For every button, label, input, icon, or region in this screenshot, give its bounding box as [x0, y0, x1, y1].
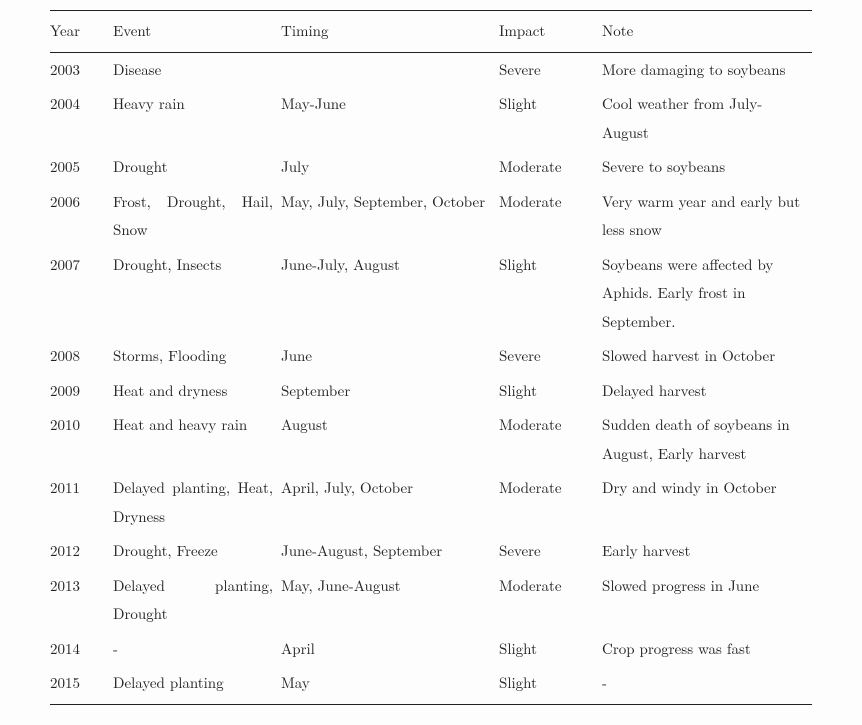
cell-impact: Severe [499, 339, 602, 374]
cell-event: Storms, Flooding [113, 339, 281, 374]
cell-timing: June-August, September [281, 534, 499, 569]
cell-timing: June [281, 339, 499, 374]
cell-note: Crop progress was fast [602, 632, 812, 667]
cell-note: - [602, 666, 812, 704]
cell-note: Dry and windy in October [602, 471, 812, 534]
table-row: 2008Storms, FloodingJuneSevereSlowed har… [50, 339, 812, 374]
table-row: 2007Drought, InsectsJune-July, AugustSli… [50, 248, 812, 340]
cell-timing: April [281, 632, 499, 667]
table-row: 2013Delayed planting, DroughtMay, June-A… [50, 569, 812, 632]
table-row: 2011Delayed planting, Heat, DrynessApril… [50, 471, 812, 534]
cell-timing: August [281, 408, 499, 471]
cell-event: Frost, Drought, Hail, Snow [113, 185, 281, 248]
table-row: 2010Heat and heavy rainAugustModerateSud… [50, 408, 812, 471]
cell-year: 2012 [50, 534, 113, 569]
cell-event: Drought, Insects [113, 248, 281, 340]
cell-impact: Slight [499, 248, 602, 340]
header-row: Year Event Timing Impact Note [50, 11, 812, 53]
cell-impact: Moderate [499, 569, 602, 632]
table-row: 2015Delayed plantingMaySlight- [50, 666, 812, 704]
cell-impact: Slight [499, 632, 602, 667]
table-row: 2012Drought, FreezeJune-August, Septembe… [50, 534, 812, 569]
cell-note: More damaging to soybeans [602, 52, 812, 87]
table-row: 2009Heat and drynessSeptemberSlightDelay… [50, 374, 812, 409]
cell-year: 2006 [50, 185, 113, 248]
cell-note: Cool weather from July-August [602, 87, 812, 150]
cell-timing: June-July, August [281, 248, 499, 340]
cell-note: Soybeans were affected by Aphids. Early … [602, 248, 812, 340]
cell-impact: Severe [499, 534, 602, 569]
table-row: 2014-AprilSlightCrop progress was fast [50, 632, 812, 667]
cell-year: 2005 [50, 150, 113, 185]
cell-event: - [113, 632, 281, 667]
cell-impact: Moderate [499, 471, 602, 534]
table-row: 2004Heavy rainMay-JuneSlightCool weather… [50, 87, 812, 150]
cell-event: Heat and heavy rain [113, 408, 281, 471]
cell-note: Slowed harvest in October [602, 339, 812, 374]
cell-year: 2007 [50, 248, 113, 340]
cell-note: Slowed progress in June [602, 569, 812, 632]
cell-note: Sudden death of soybeans in August, Earl… [602, 408, 812, 471]
header-timing: Timing [281, 11, 499, 53]
cell-event: Heavy rain [113, 87, 281, 150]
cell-year: 2004 [50, 87, 113, 150]
table-row: 2003Disease SevereMore damaging to soybea… [50, 52, 812, 87]
header-event: Event [113, 11, 281, 53]
cell-event: Drought, Freeze [113, 534, 281, 569]
cell-timing: May, June-August [281, 569, 499, 632]
cell-year: 2015 [50, 666, 113, 704]
cell-event: Delayed planting [113, 666, 281, 704]
cell-year: 2014 [50, 632, 113, 667]
table-header: Year Event Timing Impact Note [50, 11, 812, 53]
cell-timing [281, 52, 499, 87]
cell-year: 2013 [50, 569, 113, 632]
cell-year: 2008 [50, 339, 113, 374]
cell-year: 2003 [50, 52, 113, 87]
cell-timing: May-June [281, 87, 499, 150]
cell-event: Disease [113, 52, 281, 87]
page-container: Year Event Timing Impact Note 2003Diseas… [0, 0, 862, 725]
table-row: 2005DroughtJulyModerateSevere to soybean… [50, 150, 812, 185]
header-impact: Impact [499, 11, 602, 53]
cell-year: 2011 [50, 471, 113, 534]
cell-event: Drought [113, 150, 281, 185]
cell-impact: Slight [499, 374, 602, 409]
cell-note: Early harvest [602, 534, 812, 569]
cell-impact: Moderate [499, 185, 602, 248]
cell-timing: July [281, 150, 499, 185]
cell-timing: May, July, September, October [281, 185, 499, 248]
cell-timing: September [281, 374, 499, 409]
cell-event: Delayed planting, Heat, Dryness [113, 471, 281, 534]
cell-impact: Moderate [499, 150, 602, 185]
cell-event: Heat and dryness [113, 374, 281, 409]
header-year: Year [50, 11, 113, 53]
cell-timing: May [281, 666, 499, 704]
cell-event: Delayed planting, Drought [113, 569, 281, 632]
table-body: 2003DiseaseSevereMore damaging to soybea… [50, 52, 812, 704]
cell-year: 2009 [50, 374, 113, 409]
cell-impact: Slight [499, 666, 602, 704]
cell-impact: Severe [499, 52, 602, 87]
cell-note: Delayed harvest [602, 374, 812, 409]
cell-note: Very warm year and early but less snow [602, 185, 812, 248]
header-note: Note [602, 11, 812, 53]
cell-impact: Slight [499, 87, 602, 150]
cell-note: Severe to soybeans [602, 150, 812, 185]
cell-timing: April, July, October [281, 471, 499, 534]
table-row: 2006Frost, Drought, Hail, SnowMay, July,… [50, 185, 812, 248]
events-table: Year Event Timing Impact Note 2003Diseas… [50, 10, 812, 705]
cell-year: 2010 [50, 408, 113, 471]
cell-impact: Moderate [499, 408, 602, 471]
